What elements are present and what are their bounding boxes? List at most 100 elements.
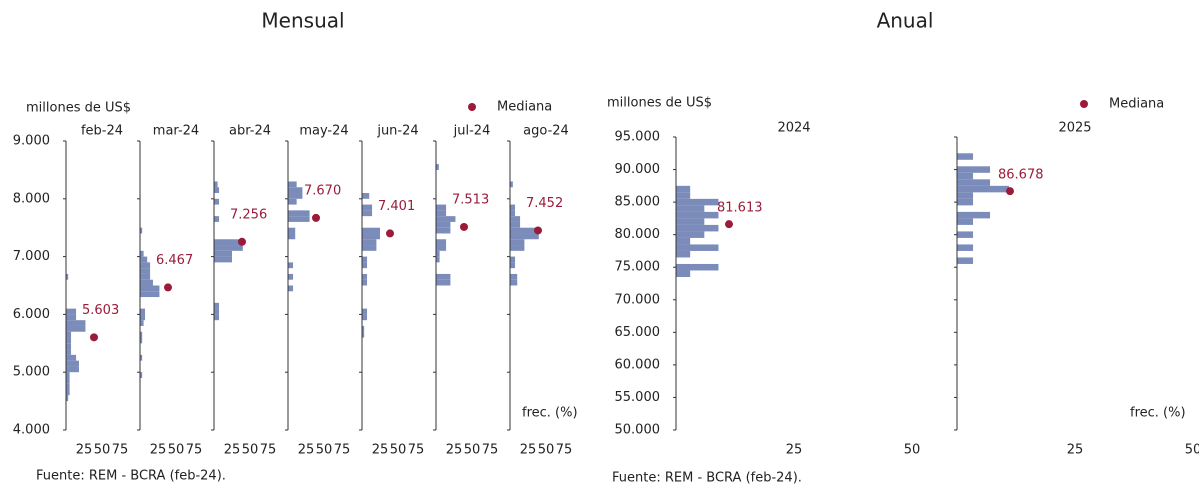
- x-tick-label: 75: [260, 443, 277, 458]
- bar: [66, 395, 69, 402]
- x-tick-label: 25: [150, 443, 167, 458]
- y-tick-label: 80.000: [615, 227, 661, 242]
- x-tick-label: 25: [520, 443, 537, 458]
- bar: [676, 185, 691, 193]
- median-marker: [312, 213, 320, 222]
- bar: [140, 314, 146, 321]
- y-tick-label: 55.000: [615, 390, 661, 405]
- bar: [676, 231, 705, 238]
- chart-title: Anual: [877, 9, 934, 33]
- legend-label: Mediana: [1109, 97, 1164, 112]
- x-tick-label: 25: [298, 443, 315, 458]
- panel-title: jul-24: [453, 124, 491, 139]
- bar: [214, 216, 220, 222]
- panel-title: feb-24: [81, 124, 123, 139]
- bar: [957, 198, 974, 206]
- bar: [140, 273, 151, 280]
- panel-title: jun-24: [376, 124, 418, 139]
- bar: [140, 291, 160, 298]
- bar: [140, 308, 146, 315]
- chart-title: Mensual: [261, 9, 344, 33]
- y-tick-label: 9.000: [13, 134, 50, 149]
- bar: [66, 372, 70, 378]
- bar: [140, 372, 143, 378]
- bar: [957, 172, 974, 180]
- bar: [510, 204, 516, 211]
- x-tick-label: 50: [904, 443, 921, 458]
- bar: [957, 192, 974, 199]
- bar: [510, 273, 518, 280]
- bar: [957, 218, 974, 225]
- bar: [362, 227, 380, 234]
- bar: [66, 320, 86, 326]
- bar: [140, 337, 143, 344]
- bar: [510, 181, 513, 188]
- y-tick-label: 4.000: [13, 423, 50, 438]
- bar: [66, 383, 70, 390]
- median-label: 86.678: [998, 167, 1044, 182]
- bar: [288, 273, 294, 280]
- median-marker: [534, 226, 542, 235]
- y-tick-label: 7.000: [13, 249, 50, 264]
- bar: [214, 198, 220, 205]
- x-tick-label: 75: [334, 443, 351, 458]
- median-label: 7.670: [304, 183, 341, 198]
- x-tick-label: 50: [1185, 443, 1199, 458]
- x-tick-label: 50: [390, 443, 407, 458]
- bar: [140, 331, 143, 338]
- bar: [436, 210, 447, 217]
- bar: [288, 193, 303, 199]
- bar: [140, 354, 143, 361]
- bar: [66, 377, 70, 384]
- x-tick-label: 50: [242, 443, 259, 458]
- median-marker: [238, 237, 246, 246]
- bar: [140, 268, 151, 274]
- x-tick-label: 50: [538, 443, 555, 458]
- bar: [436, 239, 447, 246]
- bar: [676, 263, 719, 271]
- bar: [362, 210, 373, 217]
- bar: [66, 343, 72, 350]
- panel-title: 2024: [777, 121, 810, 136]
- bar: [436, 250, 440, 257]
- bar: [957, 153, 974, 160]
- bar: [436, 245, 447, 251]
- bar: [362, 273, 368, 280]
- bar: [140, 227, 143, 234]
- bar: [214, 239, 243, 246]
- median-label: 7.401: [378, 199, 415, 214]
- x-tick-label: 75: [556, 443, 573, 458]
- bar: [436, 221, 451, 228]
- bar: [510, 262, 516, 269]
- bar: [66, 331, 72, 338]
- x-axis-label: frec. (%): [1130, 406, 1186, 421]
- bar: [140, 285, 160, 292]
- bar: [288, 233, 296, 240]
- y-tick-label: 8.000: [13, 191, 50, 206]
- bar: [214, 308, 220, 315]
- bar: [362, 245, 377, 251]
- bar: [510, 221, 521, 228]
- median-label: 81.613: [717, 200, 763, 215]
- bar: [140, 320, 144, 326]
- bar: [140, 279, 153, 286]
- x-tick-label: 25: [372, 443, 389, 458]
- bar: [288, 187, 303, 194]
- bar: [436, 164, 439, 170]
- bar: [510, 239, 525, 246]
- median-marker: [460, 222, 468, 231]
- x-axis-label: frec. (%): [522, 406, 578, 421]
- bar: [362, 233, 380, 240]
- panel-title: 2025: [1058, 121, 1091, 136]
- x-tick-label: 50: [316, 443, 333, 458]
- bar: [288, 181, 297, 188]
- bar: [957, 257, 974, 264]
- bar: [436, 256, 440, 263]
- bar: [288, 198, 297, 205]
- x-tick-label: 50: [464, 443, 481, 458]
- y-tick-label: 90.000: [615, 162, 661, 177]
- x-tick-label: 75: [112, 443, 129, 458]
- bar: [66, 308, 77, 315]
- bar: [510, 256, 516, 263]
- y-tick-label: 75.000: [615, 260, 661, 275]
